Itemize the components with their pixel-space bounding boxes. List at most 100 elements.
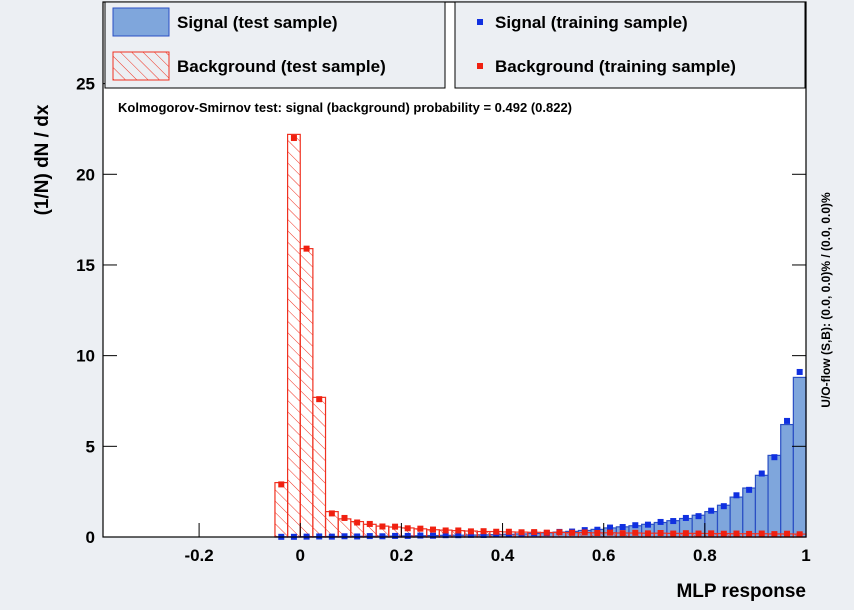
- side-note: U/O-flow (S,B): (0.0, 0.0)% / (0.0, 0.0)…: [819, 192, 833, 408]
- training-point: [644, 521, 651, 528]
- training-point: [480, 528, 487, 535]
- training-point: [366, 533, 373, 540]
- training-point: [594, 526, 601, 533]
- training-point: [518, 529, 525, 536]
- training-point: [733, 492, 740, 499]
- training-point: [379, 523, 386, 530]
- training-point: [607, 524, 614, 531]
- training-point: [569, 529, 576, 536]
- training-point: [442, 532, 449, 539]
- training-point: [556, 529, 563, 536]
- training-point: [682, 514, 689, 521]
- legend-label: Signal (test sample): [177, 13, 338, 32]
- legend-marker: [477, 19, 483, 25]
- signal-bar: [792, 376, 807, 538]
- training-point: [467, 531, 474, 538]
- training-point: [417, 532, 424, 539]
- y-tick-label: 25: [76, 75, 95, 94]
- training-point: [328, 510, 335, 517]
- plot-area: [103, 2, 806, 537]
- training-point: [657, 530, 664, 537]
- y-tick-label: 15: [76, 256, 95, 275]
- training-point: [644, 530, 651, 537]
- y-tick-label: 5: [86, 437, 95, 456]
- training-point: [493, 528, 500, 535]
- training-point: [733, 530, 740, 537]
- training-point: [354, 519, 361, 526]
- training-point: [746, 486, 753, 493]
- training-point: [442, 527, 449, 534]
- training-point: [632, 529, 639, 536]
- training-point: [278, 481, 285, 488]
- training-point: [366, 520, 373, 527]
- x-tick-label: 0.4: [491, 546, 515, 565]
- signal-bar: [780, 423, 794, 538]
- background-bar: [299, 248, 314, 538]
- background-bar: [312, 396, 327, 538]
- x-tick-label: 0.8: [693, 546, 717, 565]
- training-point: [796, 531, 803, 538]
- training-point: [796, 368, 803, 375]
- x-tick-label: 0.2: [390, 546, 414, 565]
- training-point: [670, 530, 677, 537]
- training-point: [505, 528, 512, 535]
- training-point: [720, 530, 727, 537]
- training-point: [746, 530, 753, 537]
- x-tick-label: 1: [801, 546, 810, 565]
- training-point: [392, 523, 399, 530]
- legend-label: Background (training sample): [495, 57, 736, 76]
- training-point: [341, 533, 348, 540]
- training-point: [758, 530, 765, 537]
- training-point: [543, 529, 550, 536]
- background-bar: [287, 133, 301, 538]
- training-point: [632, 522, 639, 529]
- training-point: [619, 530, 626, 537]
- training-point: [758, 470, 765, 477]
- training-point: [682, 530, 689, 537]
- x-tick-label: 0.6: [592, 546, 616, 565]
- training-point: [708, 507, 715, 514]
- x-tick-label: -0.2: [184, 546, 213, 565]
- training-point: [784, 417, 791, 424]
- legend-marker: [112, 7, 170, 37]
- training-point: [619, 524, 626, 531]
- legend-label: Background (test sample): [177, 57, 386, 76]
- training-point: [581, 529, 588, 536]
- training-point: [430, 532, 437, 539]
- training-point: [480, 532, 487, 539]
- training-point: [430, 526, 437, 533]
- training-point: [404, 532, 411, 539]
- training-point: [379, 533, 386, 540]
- training-point: [455, 527, 462, 534]
- y-tick-label: 10: [76, 347, 95, 366]
- legend-box: [454, 1, 806, 89]
- signal-bar: [742, 487, 757, 538]
- y-tick-label: 0: [86, 528, 95, 547]
- training-point: [607, 529, 614, 536]
- training-point: [784, 530, 791, 537]
- training-point: [720, 503, 727, 510]
- training-point: [417, 525, 424, 532]
- training-point: [695, 513, 702, 520]
- background-bar: [274, 481, 289, 538]
- training-point: [657, 518, 664, 525]
- legend-marker: [112, 51, 170, 81]
- y-axis-label: (1/N) dN / dx: [32, 104, 53, 215]
- training-point: [771, 454, 778, 461]
- signal-bar: [754, 474, 769, 538]
- training-point: [531, 529, 538, 536]
- annotation: Kolmogorov-Smirnov test: signal (backgro…: [118, 100, 572, 115]
- y-tick-label: 20: [76, 165, 95, 184]
- legend-label: Signal (training sample): [495, 13, 688, 32]
- training-point: [303, 245, 310, 252]
- x-axis-label: MLP response: [676, 581, 806, 602]
- training-point: [771, 531, 778, 538]
- legend-marker: [477, 63, 483, 69]
- signal-bar: [767, 454, 782, 538]
- training-point: [392, 532, 399, 539]
- training-point: [708, 530, 715, 537]
- training-point: [316, 396, 323, 403]
- training-point: [695, 530, 702, 537]
- training-point: [404, 525, 411, 532]
